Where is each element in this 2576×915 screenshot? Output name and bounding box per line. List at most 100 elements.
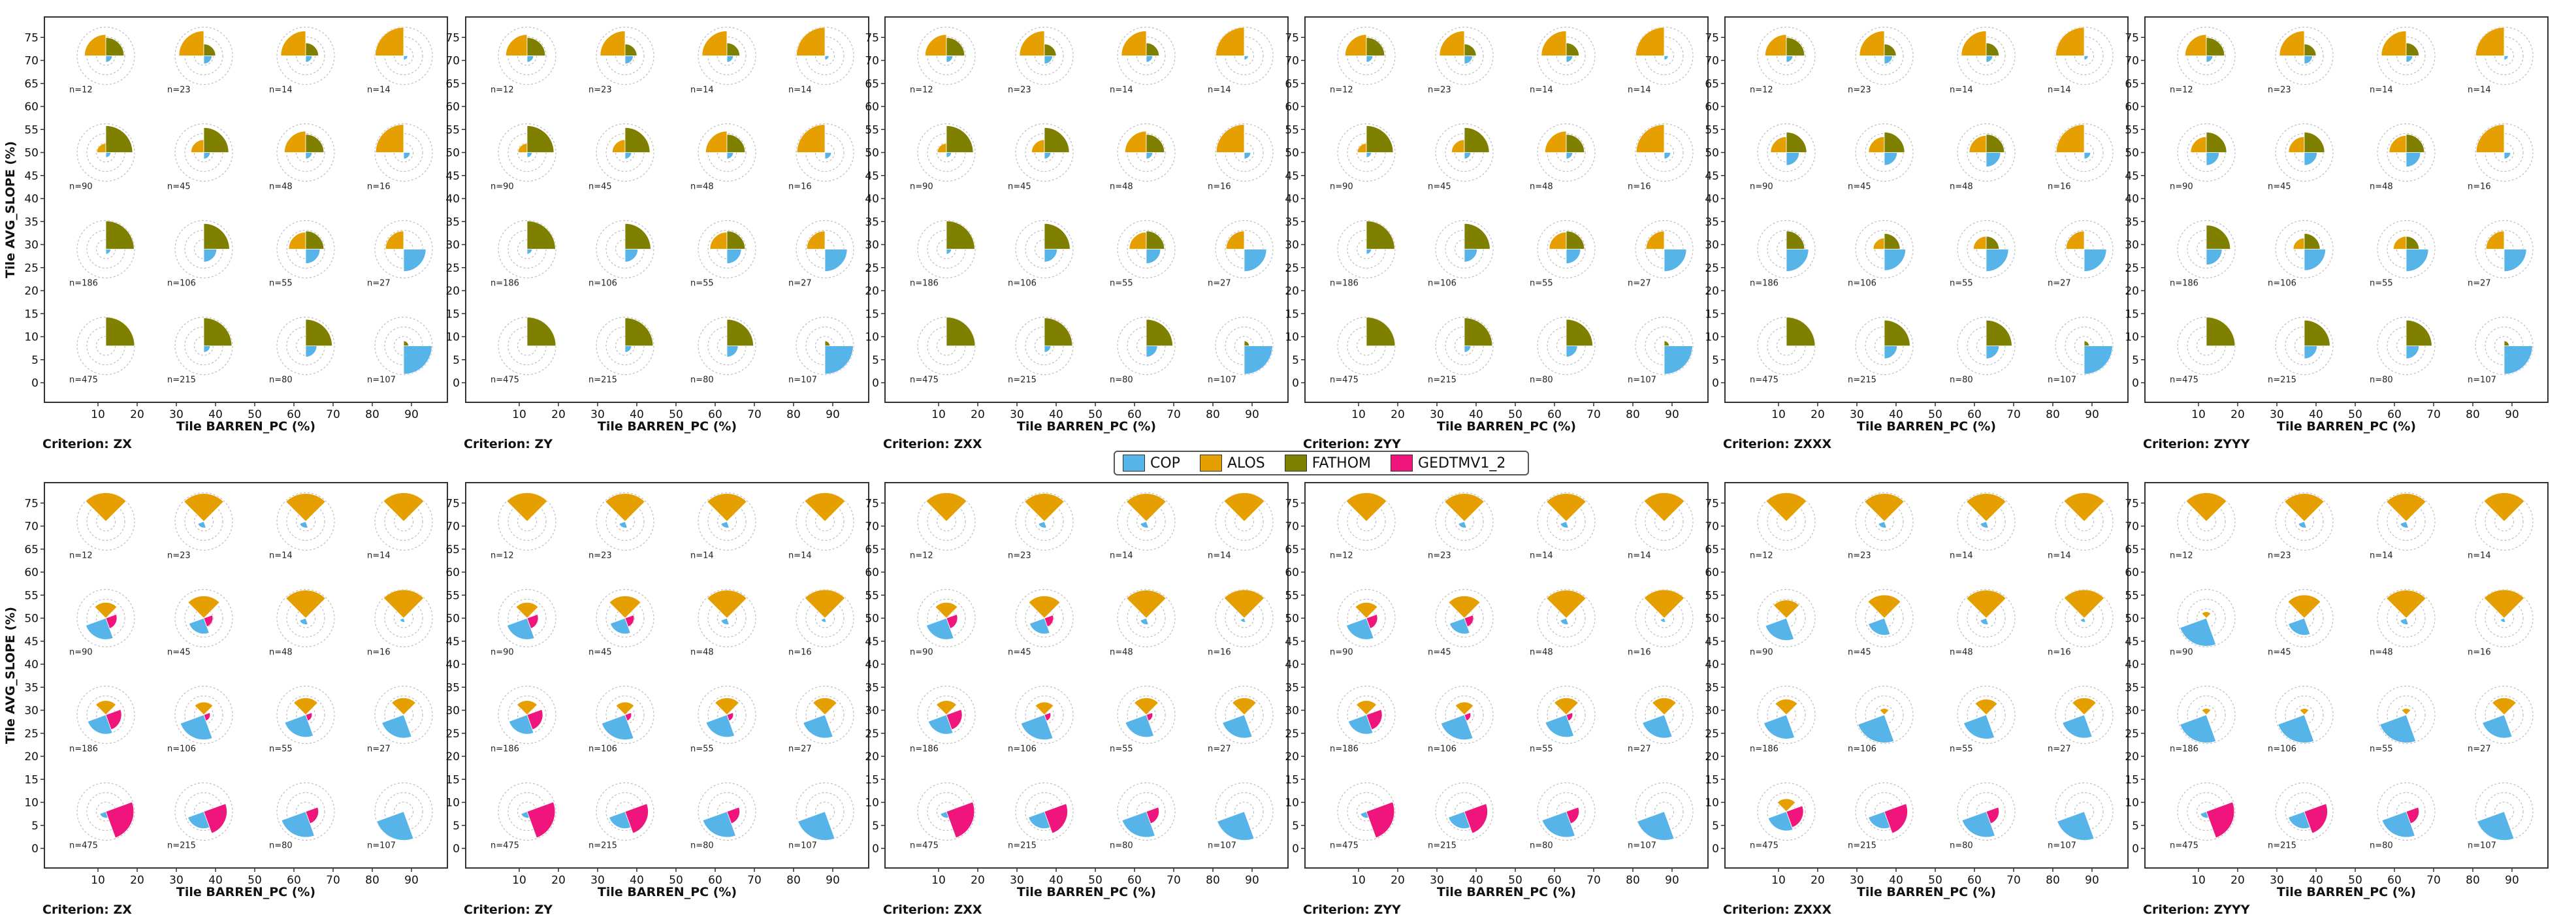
glyph-ring [1757,782,1816,841]
count-label: n=106 [1848,279,1876,289]
glyph [1117,588,1176,648]
glyph [2055,317,2114,376]
y-tick-label: 50 [1285,613,1299,626]
glyph-ring [1967,792,2006,831]
x-tick-label: 20 [130,874,144,887]
glyph-ring [1435,26,1494,86]
y-tick-label: 20 [1705,750,1719,763]
count-label: n=90 [1750,182,1773,192]
x-tick-label: 30 [2270,408,2284,421]
glyph-ring [605,598,645,638]
count-label: n=14 [269,551,293,560]
glyph-wedge-cop [1244,56,1249,61]
glyph-wedge-cop [1028,811,1051,829]
glyph [698,123,756,182]
count-label: n=12 [1330,85,1353,95]
count-label: n=48 [690,648,714,658]
glyph [596,317,654,376]
glyph-wedge-fathom [105,317,135,346]
x-tick-label: 40 [1049,874,1063,887]
glyph-wedge-alos [375,27,404,56]
y-tick-label: 35 [445,216,460,229]
glyph [1957,317,2016,376]
count-label: n=27 [367,745,391,754]
glyph [276,588,335,648]
glyph-ring [2275,123,2334,182]
count-label: n=186 [69,745,98,754]
glyph-wedge-cop [197,521,206,528]
glyph [698,685,756,745]
glyph-wedge-cop [1440,714,1473,741]
y-tick-label: 60 [2125,101,2139,114]
count-label: n=107 [2468,841,2496,851]
glyph [2475,317,2534,376]
glyph-wedge-cop [2482,714,2513,739]
glyph-wedge-cop [2057,811,2095,841]
glyph [1635,219,1694,279]
y-tick-label: 55 [1705,589,1719,602]
glyph-wedge-alos [391,698,416,716]
glyph-wedge-cop [1222,714,1253,739]
glyph-wedge-alos [1859,30,1885,56]
glyph-wedge-alos [1345,492,1387,522]
glyph-wedge-gedtmv1-2 [1464,803,1488,834]
count-label: n=80 [1110,841,1133,851]
glyph-wedge-alos [1455,701,1474,716]
glyph-wedge-fathom [1044,43,1057,56]
glyph-ring [796,588,854,648]
glyph [174,782,233,841]
glyph-wedge-fathom [305,134,325,153]
glyph-ring [698,123,756,182]
glyph-wedge-cop [1786,249,1809,272]
x-tick-label: 30 [590,408,605,421]
glyph-wedge-cop [824,345,854,375]
y-tick-label: 60 [1285,566,1299,579]
y-tick-label: 25 [445,262,460,275]
glyph [498,782,556,841]
y-tick-label: 65 [865,78,879,91]
y-tick-label: 30 [445,239,460,252]
glyph-wedge-gedtmv1-2 [105,614,118,630]
x-tick-label: 10 [91,408,105,421]
glyph-wedge-alos [1867,594,1901,619]
y-tick-label: 0 [31,377,39,390]
glyph-wedge-cop [2406,249,2429,272]
glyph-ring [2485,598,2524,638]
glyph-wedge-alos [2065,231,2085,249]
glyph [174,123,233,182]
glyph-ring [1547,229,1586,269]
count-label: n=90 [910,182,933,192]
y-tick-label: 20 [2125,285,2139,298]
x-tick-label: 10 [931,408,946,421]
glyph-ring [1635,685,1694,745]
glyph-ring [1117,26,1176,86]
x-tick-label: 50 [2348,408,2362,421]
count-label: n=48 [1530,648,1553,658]
x-tick-label: 80 [1626,874,1640,887]
count-label: n=14 [1208,85,1231,95]
glyph [2377,219,2436,279]
glyph-wedge-alos [1643,589,1685,619]
glyph-wedge-cop [824,56,829,61]
glyph [1435,782,1494,841]
glyph [2475,685,2534,745]
glyph-ring [174,219,233,279]
glyph-ring [498,685,556,745]
glyph-ring [498,492,556,551]
legend-swatch-alos [1199,455,1222,472]
count-label: n=27 [2468,279,2491,289]
glyph [1117,317,1176,376]
glyph-wedge-alos [1764,34,1787,56]
glyph [1337,782,1396,841]
glyph-wedge-alos [1225,231,1245,249]
glyph-ring [796,123,854,182]
glyph [1855,685,1914,745]
glyph [1957,26,2016,86]
y-tick-label: 50 [865,613,879,626]
legend-item-gedtmv1-2: GEDTMV1_2 [1391,455,1520,472]
glyph-ring [2177,219,2236,279]
glyph-wedge-cop [1140,521,1149,528]
glyph-ring [1215,219,1274,279]
glyph-wedge-cop [609,617,631,634]
glyph [698,26,756,86]
